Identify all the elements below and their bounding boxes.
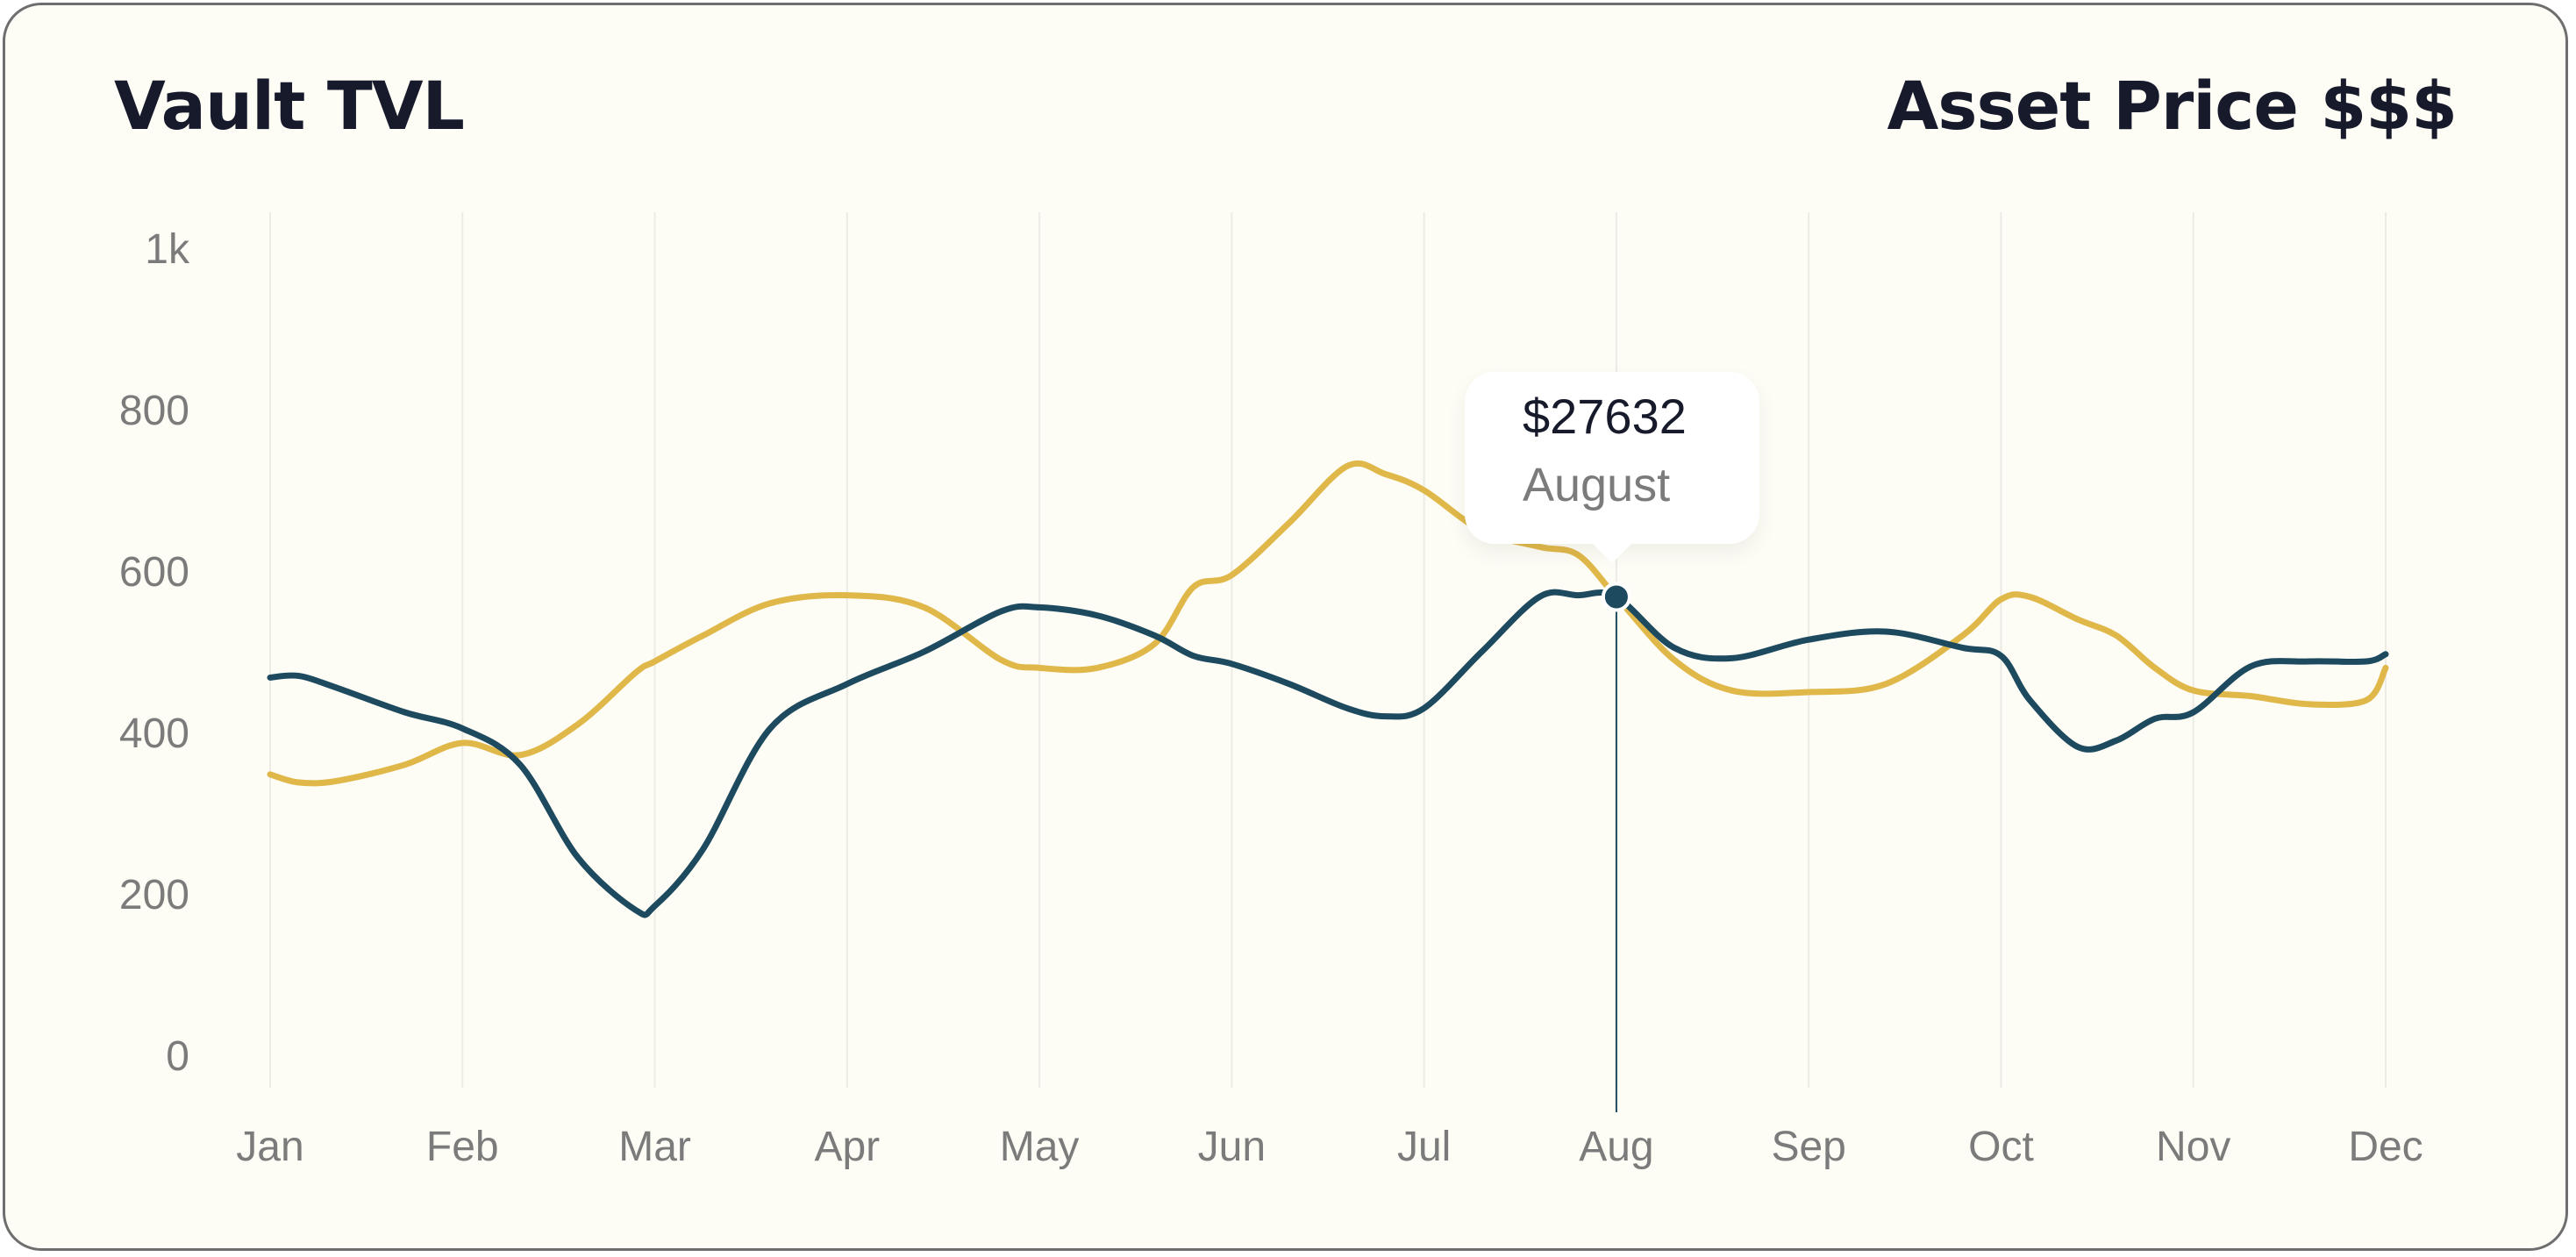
x-tick-may: May	[1000, 1124, 1080, 1170]
chart-title-left: Vault TVL	[114, 67, 465, 145]
x-tick-apr: Apr	[814, 1124, 880, 1170]
chart-gridlines	[269, 212, 2387, 1088]
y-tick-0: 0	[166, 1033, 189, 1080]
x-tick-nov: Nov	[2156, 1124, 2230, 1170]
x-tick-dec: Dec	[2348, 1124, 2423, 1170]
x-tick-aug: Aug	[1579, 1124, 1653, 1170]
series-line-2	[267, 460, 2389, 787]
tooltip-month: August	[1523, 459, 1671, 511]
x-axis: Jan Feb Mar Apr May Jun Jul Aug Sep Oct Nov Dec	[236, 1124, 2423, 1170]
chart-title-right: Asset Price $$$	[1887, 67, 2458, 145]
y-tick-600: 600	[119, 549, 189, 596]
x-tick-oct: Oct	[1968, 1124, 2034, 1170]
x-tick-jun: Jun	[1198, 1124, 1266, 1170]
x-tick-jan: Jan	[236, 1124, 303, 1170]
chart-card: Vault TVL Asset Price $$$	[3, 3, 2568, 1251]
y-tick-1k: 1k	[145, 226, 190, 273]
x-tick-jul: Jul	[1397, 1124, 1451, 1170]
y-tick-400: 400	[119, 711, 189, 757]
chart-tooltip: $27632 August	[1465, 372, 1759, 563]
tooltip-value: $27632	[1523, 389, 1687, 444]
x-tick-mar: Mar	[618, 1124, 691, 1170]
y-tick-800: 800	[119, 388, 189, 434]
chart-series	[267, 460, 2389, 918]
x-tick-sep: Sep	[1771, 1124, 1845, 1170]
x-tick-feb: Feb	[426, 1124, 499, 1170]
y-axis: 0 200 400 600 800 1k	[119, 226, 190, 1080]
hover-point-marker[interactable]	[1601, 582, 1631, 612]
y-tick-200: 200	[119, 872, 189, 918]
series-line-1	[267, 589, 2389, 918]
